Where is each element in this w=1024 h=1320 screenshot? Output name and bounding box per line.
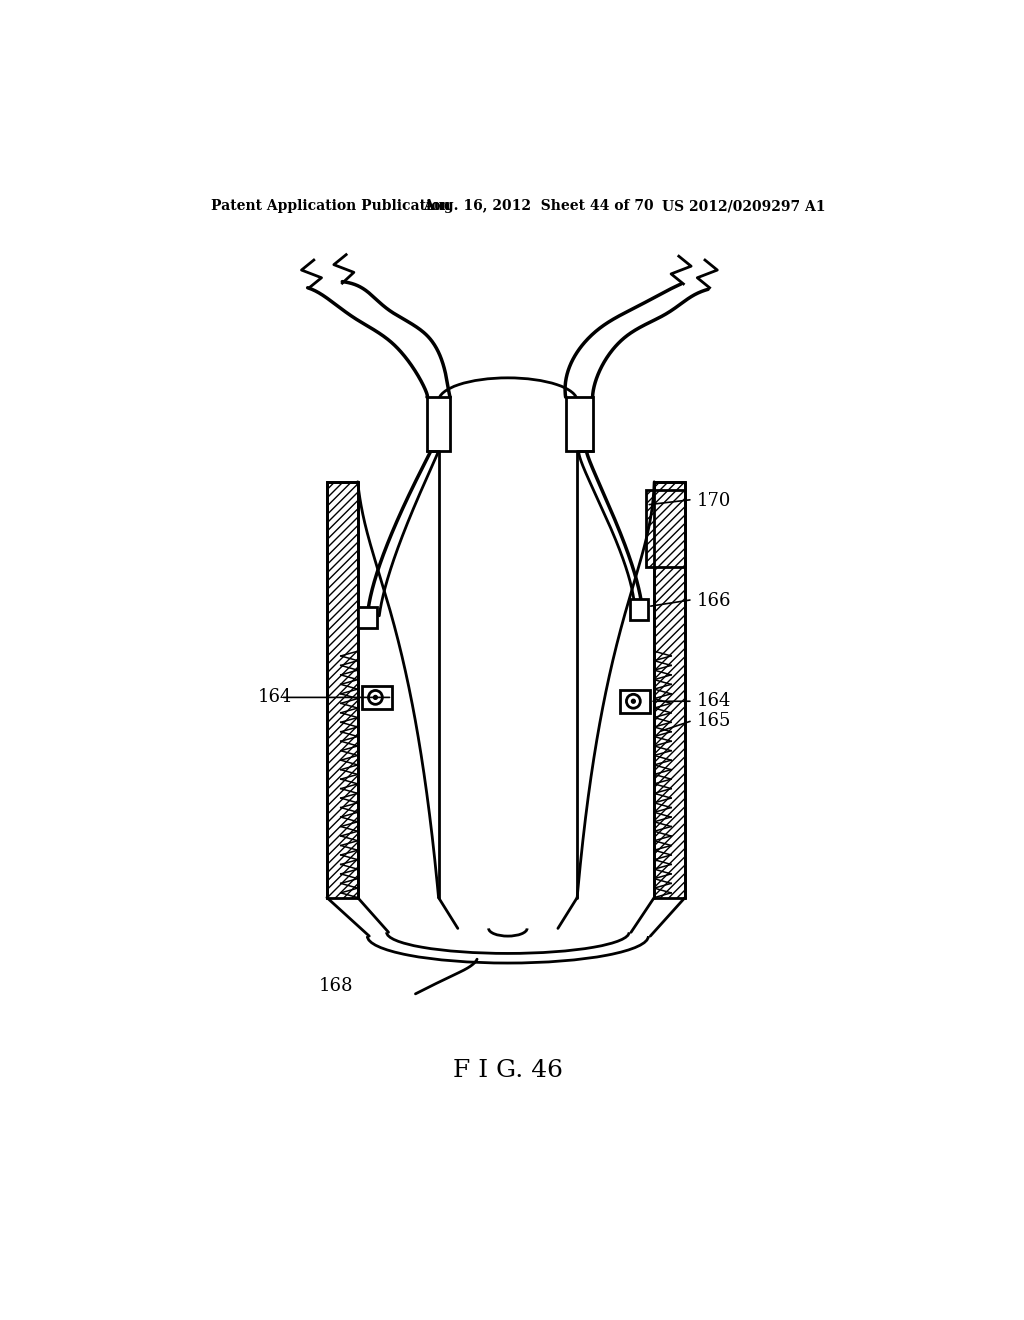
Text: Aug. 16, 2012  Sheet 44 of 70: Aug. 16, 2012 Sheet 44 of 70 bbox=[423, 199, 653, 213]
Polygon shape bbox=[565, 397, 593, 451]
Circle shape bbox=[374, 696, 378, 700]
Polygon shape bbox=[620, 689, 650, 713]
Polygon shape bbox=[327, 482, 357, 898]
Text: Patent Application Publication: Patent Application Publication bbox=[211, 199, 451, 213]
Text: 166: 166 bbox=[696, 593, 731, 610]
Text: US 2012/0209297 A1: US 2012/0209297 A1 bbox=[662, 199, 825, 213]
Text: 164: 164 bbox=[696, 692, 731, 710]
Polygon shape bbox=[438, 401, 578, 898]
Text: 168: 168 bbox=[319, 977, 353, 995]
Text: 165: 165 bbox=[696, 711, 731, 730]
Circle shape bbox=[632, 700, 635, 704]
Text: 164: 164 bbox=[258, 689, 292, 706]
Text: F I G. 46: F I G. 46 bbox=[453, 1060, 563, 1082]
Polygon shape bbox=[654, 482, 685, 898]
Polygon shape bbox=[646, 490, 685, 566]
Polygon shape bbox=[427, 397, 451, 451]
Text: 170: 170 bbox=[696, 492, 731, 510]
Polygon shape bbox=[327, 482, 685, 964]
Polygon shape bbox=[630, 599, 648, 620]
Polygon shape bbox=[361, 686, 392, 709]
Polygon shape bbox=[357, 607, 377, 628]
